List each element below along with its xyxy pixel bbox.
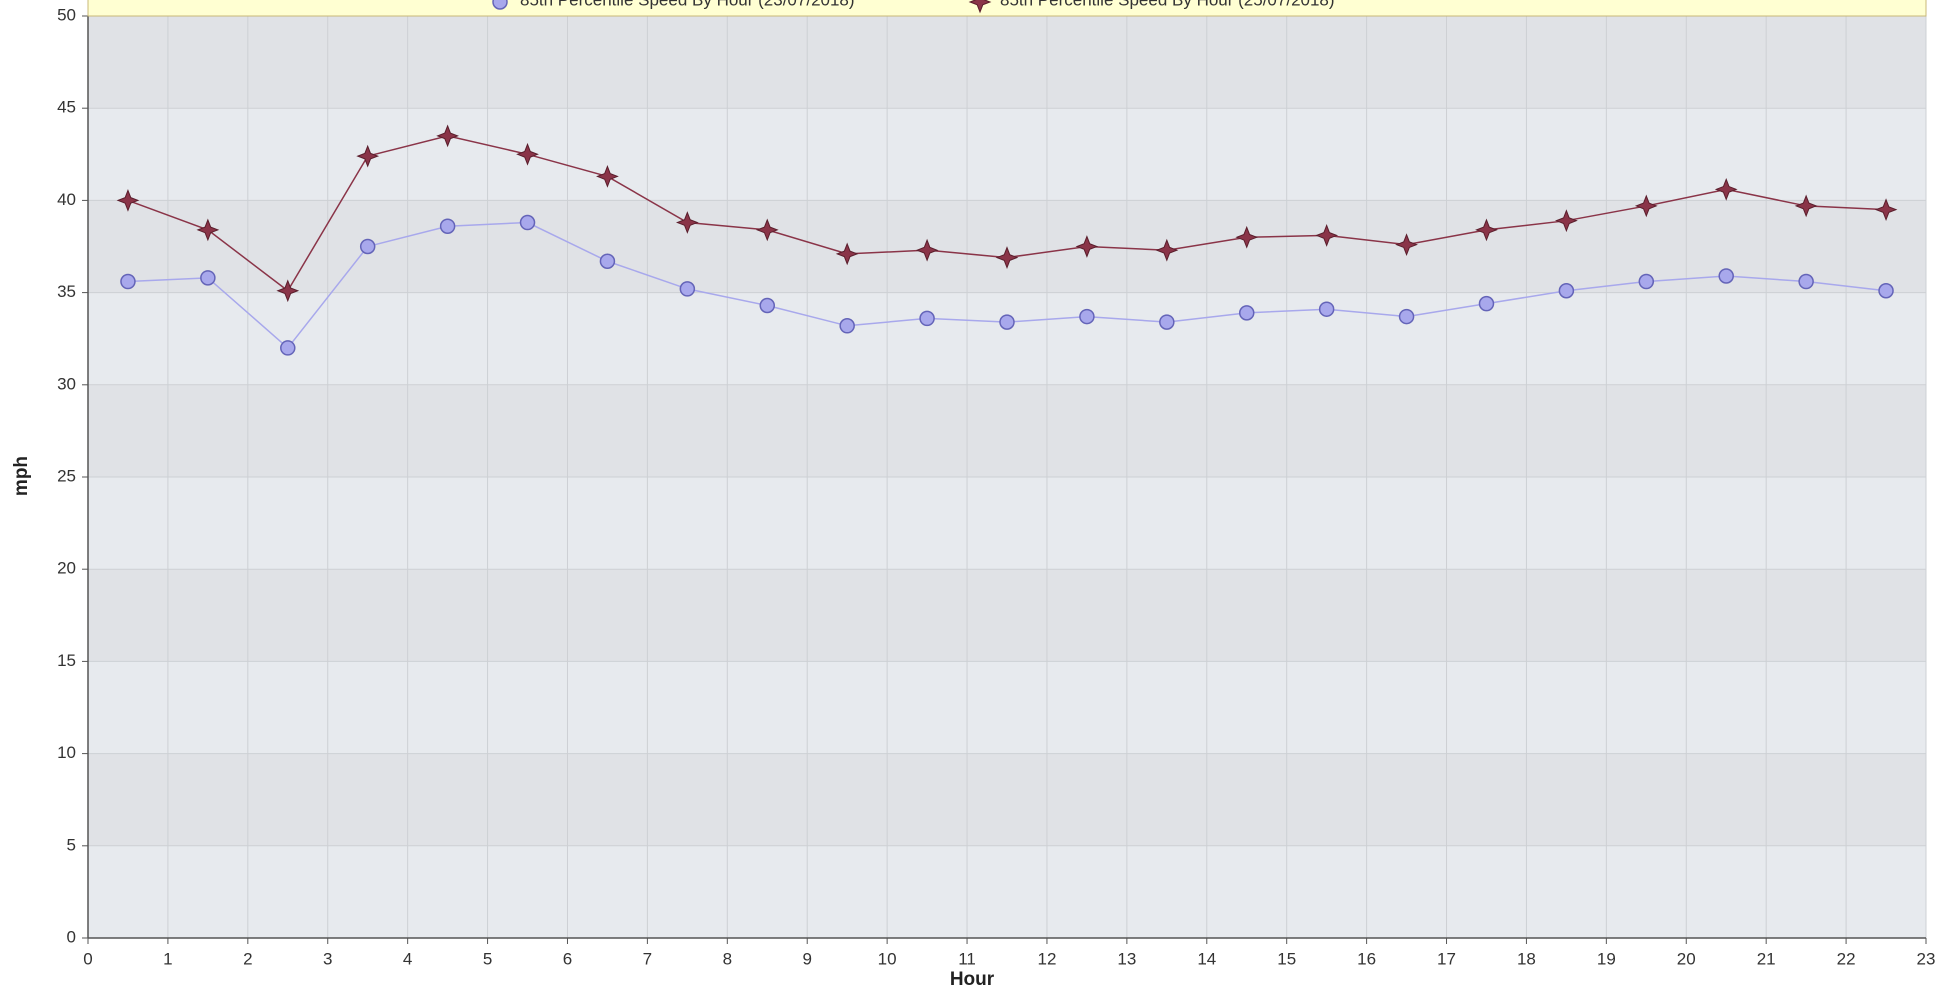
x-tick-label: 4	[403, 949, 412, 968]
marker	[439, 218, 456, 234]
marker	[1235, 225, 1259, 249]
y-tick-label: 25	[57, 466, 76, 485]
legend-label: 85th Percentile Speed By Hour (25/07/201…	[1000, 0, 1335, 9]
marker	[280, 340, 296, 356]
x-tick-label: 14	[1197, 949, 1216, 968]
marker	[596, 165, 619, 188]
x-tick-label: 11	[958, 949, 976, 968]
y-tick-label: 35	[57, 282, 76, 301]
marker	[1714, 177, 1738, 201]
y-tick-label: 30	[57, 374, 76, 393]
marker	[1558, 283, 1575, 299]
plot-area	[116, 124, 1898, 356]
marker	[1318, 301, 1335, 317]
x-tick-label: 12	[1037, 949, 1056, 968]
x-axis-title: Hour	[950, 969, 995, 989]
marker	[1634, 194, 1658, 218]
band	[88, 569, 1926, 662]
marker	[755, 218, 779, 242]
marker	[1398, 308, 1415, 325]
y-tick-label: 0	[67, 927, 76, 946]
x-tick-label: 20	[1677, 949, 1696, 968]
marker	[1718, 268, 1734, 284]
marker	[1159, 314, 1175, 330]
marker	[915, 238, 939, 262]
marker	[1238, 305, 1255, 321]
y-tick-label: 50	[57, 5, 76, 24]
y-tick-label: 20	[57, 559, 76, 578]
x-tick-label: 3	[323, 949, 332, 968]
x-tick-label: 17	[1437, 949, 1456, 968]
y-tick-label: 40	[57, 190, 76, 209]
y-axis-title: mph	[11, 456, 32, 496]
marker	[1555, 209, 1578, 233]
x-tick-label: 8	[723, 949, 732, 968]
x-tick-label: 2	[243, 949, 252, 968]
marker	[1315, 224, 1339, 247]
x-tick-label: 1	[163, 949, 172, 968]
marker	[492, 0, 508, 10]
band	[88, 16, 1926, 109]
marker	[759, 297, 776, 314]
marker	[1395, 233, 1418, 257]
marker	[839, 318, 855, 334]
marker	[1794, 194, 1818, 218]
marker	[1155, 238, 1179, 262]
marker	[1478, 295, 1495, 312]
x-tick-label: 9	[802, 949, 811, 968]
marker	[120, 273, 136, 290]
legend-box	[87, 0, 1927, 17]
x-tick-label: 10	[878, 949, 897, 968]
marker	[196, 218, 220, 242]
y-tick-label: 45	[57, 98, 76, 117]
marker	[516, 142, 539, 166]
marker	[675, 211, 699, 234]
x-tick-label: 23	[1917, 949, 1936, 968]
marker	[356, 144, 380, 168]
marker	[1638, 273, 1655, 290]
y-tick-label: 15	[57, 651, 76, 670]
marker	[1075, 235, 1099, 258]
marker	[1798, 273, 1814, 290]
marker	[968, 0, 992, 14]
marker	[359, 238, 376, 255]
x-tick-label: 6	[563, 949, 572, 968]
marker	[919, 310, 935, 327]
x-tick-label: 7	[643, 949, 652, 968]
marker	[1878, 283, 1894, 299]
x-tick-label: 15	[1277, 949, 1296, 968]
x-tick-label: 21	[1757, 949, 1776, 968]
band	[88, 753, 1926, 846]
marker	[679, 281, 696, 297]
x-tick-label: 22	[1837, 949, 1856, 968]
marker	[200, 270, 216, 286]
x-tick-label: 19	[1597, 949, 1616, 968]
marker	[519, 214, 536, 231]
y-tick-label: 5	[67, 835, 76, 854]
y-tick-label: 10	[57, 743, 76, 762]
marker	[1874, 198, 1898, 221]
marker	[599, 253, 616, 270]
marker	[276, 279, 300, 303]
marker	[1475, 218, 1498, 242]
x-tick-label: 18	[1517, 949, 1536, 968]
marker	[116, 189, 140, 212]
x-tick-label: 16	[1357, 949, 1376, 968]
marker	[835, 242, 859, 266]
band	[88, 384, 1926, 477]
marker	[436, 124, 459, 148]
x-tick-label: 5	[483, 949, 492, 968]
marker	[999, 314, 1015, 330]
x-tick-label: 13	[1117, 949, 1136, 968]
marker	[995, 246, 1019, 269]
marker	[1079, 308, 1095, 325]
x-tick-label: 0	[83, 949, 92, 968]
legend-label: 85th Percentile Speed By Hour (23/07/201…	[520, 0, 855, 9]
